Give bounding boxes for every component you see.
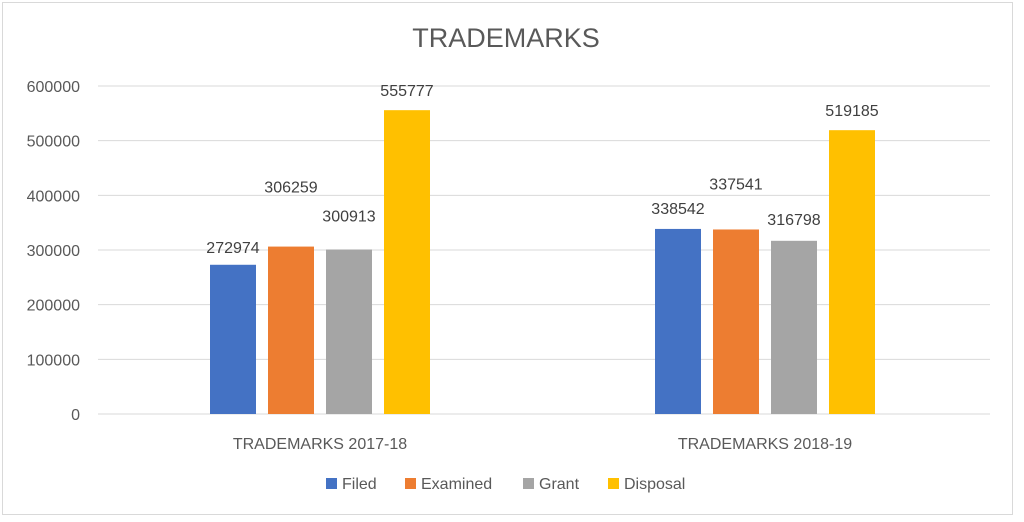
y-axis-tick-labels: 0 100000 200000 300000 400000 500000 600000 — [27, 79, 80, 424]
legend-label-filed: Filed — [342, 476, 377, 493]
data-labels: 272974 306259 300913 555777 338542 337541 3167… — [206, 83, 878, 257]
data-label: 300913 — [322, 209, 375, 226]
bar-disposal — [829, 130, 875, 414]
bar-filed — [210, 264, 256, 414]
data-label: 338542 — [651, 201, 704, 218]
bar-examined — [713, 229, 759, 414]
y-tick-label: 300000 — [27, 243, 80, 260]
legend-label-examined: Examined — [421, 476, 492, 493]
y-tick-label: 400000 — [27, 188, 80, 205]
bar-grant — [771, 240, 817, 414]
bars — [210, 110, 875, 415]
y-tick-label: 0 — [71, 407, 80, 424]
legend-swatch-grant — [523, 478, 534, 489]
bar-disposal — [384, 110, 430, 415]
legend-label-disposal: Disposal — [624, 476, 685, 493]
legend-swatch-filed — [326, 478, 337, 489]
x-category-label: TRADEMARKS 2017-18 — [233, 436, 407, 453]
x-category-label: TRADEMARKS 2018-19 — [678, 436, 852, 453]
y-tick-label: 600000 — [27, 79, 80, 96]
data-label: 306259 — [264, 180, 317, 197]
y-tick-label: 500000 — [27, 134, 80, 151]
legend-swatch-examined — [405, 478, 416, 489]
data-label: 555777 — [380, 83, 433, 100]
data-label: 316798 — [767, 212, 820, 229]
legend-swatch-disposal — [608, 478, 619, 489]
x-axis-category-labels: TRADEMARKS 2017-18 TRADEMARKS 2018-19 — [233, 436, 852, 453]
bar-filed — [655, 228, 701, 414]
bar-examined — [268, 246, 314, 414]
bar-grant — [326, 249, 372, 414]
y-tick-label: 200000 — [27, 298, 80, 315]
data-label: 272974 — [206, 240, 259, 257]
data-label: 337541 — [709, 176, 762, 193]
y-tick-label: 100000 — [27, 352, 80, 369]
legend: Filed Examined Grant Disposal — [326, 476, 685, 493]
legend-label-grant: Grant — [539, 476, 580, 493]
chart-title: TRADEMARKS — [412, 23, 600, 53]
data-label: 519185 — [825, 103, 878, 120]
